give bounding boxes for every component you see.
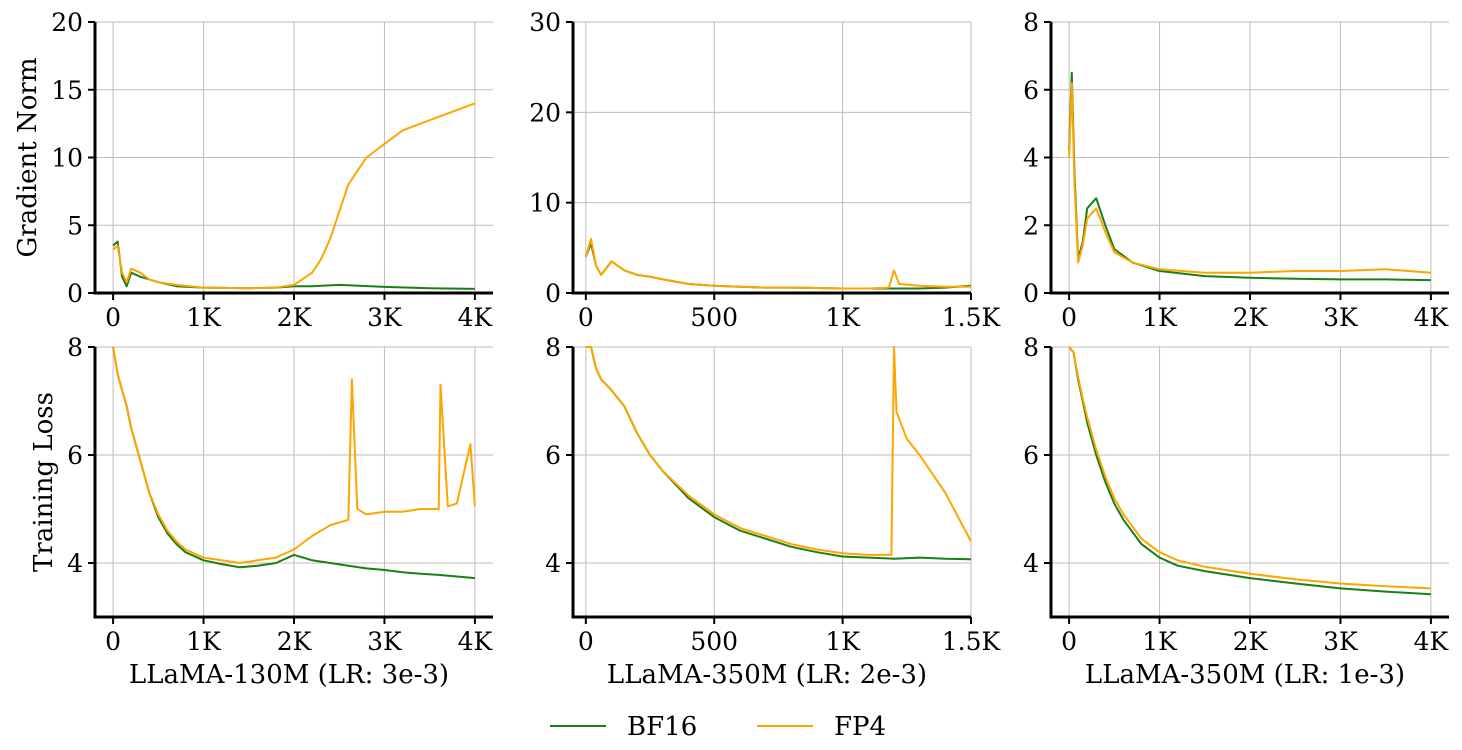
x-tick-label: 0 [1061,627,1077,656]
panel-bottom-left: 0 1K 2K 3K 4K 4 6 8 LLaMA-130M (LR: 3e-3) Trainin… [29,333,494,690]
x-tick-label: 1K [825,627,861,656]
x-tick-label: 1.5K [942,627,1002,656]
x-tick-label: 3K [367,627,403,656]
x-tick-label: 2K [1233,627,1269,656]
x-tick-label: 0 [578,303,594,332]
x-tick-label: 0 [105,303,121,332]
x-tick-label: 3K [1323,303,1359,332]
panel-top-right: 0 1K 2K 3K 4K 0 2 4 6 8 [1023,8,1449,332]
x-axis-title: LLaMA-130M (LR: 3e-3) [129,660,449,690]
series-fp4-line [112,346,476,564]
x-tick-label: 1K [186,303,222,332]
panel-bottom-middle: 0 500 1K 1.5K 4 6 8 LLaMA-350M (LR: 2e-3) [545,333,1001,690]
y-tick-label: 4 [1023,144,1039,173]
y-tick-label: 5 [67,211,83,240]
y-tick-label: 8 [1023,333,1039,362]
panel-bottom-right: 0 1K 2K 3K 4K 4 6 8 LLaMA-350M (LR: 1e-3) [1023,333,1449,690]
series-fp4-line [584,237,971,290]
y-tick-label: 8 [1023,8,1039,37]
panel-top-left: 0 1K 2K 3K 4K 0 5 10 15 20 Gradient Norm [13,8,494,332]
x-tick-label: 3K [1323,627,1359,656]
y-axis-title: Gradient Norm [13,58,43,258]
x-axis-title: LLaMA-350M (LR: 2e-3) [607,660,927,690]
y-axis-title: Training Loss [29,392,59,572]
x-tick-label: 4K [1414,303,1450,332]
x-tick-label: 1K [1142,627,1178,656]
y-tick-label: 2 [1023,211,1039,240]
y-tick-label: 6 [545,441,561,470]
series-bf16-line [584,242,972,290]
x-tick-label: 2K [277,627,313,656]
x-tick-label: 2K [277,303,313,332]
x-tick-label: 2K [1233,303,1269,332]
y-tick-label: 4 [1023,549,1039,578]
x-tick-label: 1K [1142,303,1178,332]
y-tick-label: 4 [67,549,83,578]
x-tick-label: 500 [690,627,738,656]
x-tick-label: 0 [105,627,121,656]
y-tick-label: 10 [529,189,561,218]
x-tick-label: 0 [1061,303,1077,332]
legend-label-bf16: BF16 [627,712,697,742]
y-tick-label: 8 [67,333,83,362]
y-tick-label: 8 [545,333,561,362]
series-fp4-line [1068,82,1431,274]
y-tick-label: 0 [1023,279,1039,308]
series-bf16-line [585,346,972,561]
y-tick-label: 20 [51,8,83,37]
x-tick-label: 1K [825,303,861,332]
y-tick-label: 20 [529,98,561,127]
y-tick-label: 30 [529,8,561,37]
series-fp4-line [112,102,476,290]
y-tick-label: 4 [545,549,561,578]
x-tick-label: 1.5K [942,303,1002,332]
y-tick-label: 0 [67,279,83,308]
x-axis-title: LLaMA-350M (LR: 1e-3) [1085,660,1405,690]
y-tick-label: 6 [1023,76,1039,105]
y-tick-label: 6 [1023,441,1039,470]
y-tick-label: 10 [51,144,83,173]
series-fp4-line [585,346,972,556]
legend-label-fp4: FP4 [834,712,886,742]
x-tick-label: 500 [690,303,738,332]
x-tick-label: 3K [367,303,403,332]
x-tick-label: 4K [458,627,494,656]
y-tick-label: 0 [545,279,561,308]
y-tick-label: 6 [67,441,83,470]
x-tick-label: 1K [186,627,222,656]
y-tick-label: 15 [51,76,83,105]
x-tick-label: 4K [1414,627,1450,656]
x-tick-label: 4K [458,303,494,332]
legend: BF16 FP4 [550,712,886,742]
panel-top-middle: 0 500 1K 1.5K 0 10 20 30 [529,8,1001,332]
x-tick-label: 0 [578,627,594,656]
series-fp4-line [1068,346,1431,590]
